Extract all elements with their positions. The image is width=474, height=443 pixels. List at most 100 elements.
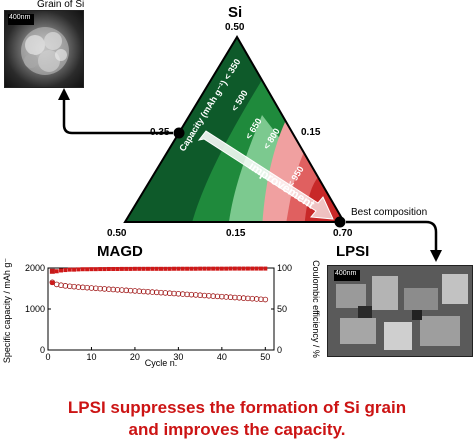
data-point-capacity bbox=[192, 292, 199, 298]
data-point-capacity bbox=[158, 289, 164, 296]
data-point-efficiency bbox=[228, 266, 233, 271]
x-tick-label: 50 bbox=[260, 352, 270, 362]
data-point-efficiency bbox=[154, 266, 159, 271]
data-point-capacity bbox=[249, 295, 256, 302]
data-point-capacity bbox=[127, 287, 134, 294]
data-point-capacity bbox=[145, 288, 151, 295]
data-point-efficiency bbox=[93, 267, 98, 272]
x-tick-label: 30 bbox=[173, 352, 183, 362]
data-point-efficiency bbox=[128, 266, 133, 271]
data-point-capacity bbox=[123, 287, 130, 294]
data-point-capacity bbox=[101, 286, 108, 292]
data-point-capacity bbox=[236, 295, 243, 301]
data-point-capacity bbox=[88, 285, 95, 291]
lpsi-connector bbox=[346, 220, 438, 252]
data-point-capacity bbox=[210, 293, 216, 299]
data-point-capacity bbox=[71, 283, 77, 290]
y-right-tick-label: 50 bbox=[277, 304, 287, 314]
x-tick-label: 40 bbox=[217, 352, 227, 362]
data-point-efficiency bbox=[224, 266, 229, 271]
data-point-capacity bbox=[106, 286, 112, 292]
data-point-efficiency bbox=[137, 266, 142, 271]
tick-right-edge: 0.15 bbox=[301, 127, 321, 138]
data-point-efficiency bbox=[54, 269, 59, 274]
grain-connector bbox=[62, 98, 173, 135]
data-point-efficiency bbox=[50, 280, 55, 285]
data-point-capacity bbox=[262, 296, 269, 303]
data-point-capacity bbox=[149, 289, 156, 295]
data-point-efficiency bbox=[85, 267, 90, 272]
data-point-capacity bbox=[223, 294, 229, 300]
data-point-efficiency bbox=[167, 266, 172, 271]
data-point-efficiency bbox=[180, 266, 185, 271]
data-point-efficiency bbox=[89, 267, 94, 272]
data-point-efficiency bbox=[185, 266, 190, 271]
y-left-tick-label: 2000 bbox=[25, 263, 45, 273]
data-point-efficiency bbox=[119, 266, 124, 271]
data-point-efficiency bbox=[76, 267, 81, 272]
data-point-efficiency bbox=[98, 267, 103, 272]
plot-frame bbox=[47, 267, 275, 351]
data-point-efficiency bbox=[115, 266, 120, 271]
data-point-efficiency bbox=[250, 266, 255, 271]
data-point-capacity bbox=[97, 285, 103, 292]
data-point-efficiency bbox=[215, 266, 220, 271]
data-point-capacity bbox=[227, 294, 234, 301]
data-point-efficiency bbox=[141, 266, 146, 271]
y-axis-left-label: Specific capacity / mAh g⁻¹ bbox=[2, 258, 12, 363]
data-point-efficiency bbox=[241, 266, 246, 271]
data-point-capacity bbox=[197, 292, 203, 299]
data-point-capacity bbox=[258, 296, 264, 303]
y-left-tick-label: 0 bbox=[40, 345, 45, 355]
vertex-lpsi: LPSI bbox=[336, 243, 370, 260]
data-point-capacity bbox=[84, 284, 90, 291]
data-point-capacity bbox=[93, 285, 99, 292]
y-right-tick-label: 100 bbox=[277, 263, 292, 273]
data-point-efficiency bbox=[159, 266, 163, 271]
vertex-si: Si bbox=[228, 4, 243, 21]
lpsi-photo: 400nm bbox=[327, 265, 473, 357]
data-point-capacity bbox=[175, 290, 182, 297]
data-point-first-capacity bbox=[49, 268, 55, 274]
x-axis-label: Cycle n. bbox=[145, 358, 178, 368]
tick-bottom-mid: 0.15 bbox=[226, 228, 246, 239]
data-point-efficiency bbox=[145, 266, 150, 271]
data-point-capacity bbox=[110, 286, 116, 293]
data-point-efficiency bbox=[106, 266, 111, 271]
data-point-capacity bbox=[179, 291, 186, 297]
data-point-capacity bbox=[188, 291, 195, 298]
lpsi-caption: Best composition bbox=[351, 207, 428, 218]
data-point-capacity bbox=[184, 291, 190, 298]
data-point-efficiency bbox=[163, 266, 168, 271]
grain-composition-marker bbox=[173, 127, 185, 139]
data-point-capacity bbox=[171, 290, 177, 297]
data-point-capacity bbox=[79, 284, 86, 291]
data-point-efficiency bbox=[80, 267, 85, 272]
tick-left-edge: 0.35 bbox=[150, 127, 170, 138]
data-point-capacity bbox=[136, 288, 143, 295]
data-point-efficiency bbox=[211, 266, 216, 271]
ternary-diagram: improvement Capacity (mAh g⁻¹) < 350 < 5… bbox=[58, 35, 442, 262]
data-point-efficiency bbox=[124, 266, 129, 271]
tick-bottom-left: 0.50 bbox=[107, 228, 127, 239]
data-point-efficiency bbox=[245, 266, 250, 271]
conclusion-line-2: and improves the capacity. bbox=[128, 420, 346, 439]
data-point-efficiency bbox=[172, 266, 177, 271]
grain-photo: 400nm bbox=[4, 10, 84, 88]
data-point-capacity bbox=[214, 293, 221, 300]
tick-bottom-right: 0.70 bbox=[333, 228, 353, 239]
grain-scale-bar bbox=[8, 14, 34, 25]
data-point-efficiency bbox=[193, 266, 198, 271]
data-point-capacity bbox=[153, 289, 160, 296]
data-point-efficiency bbox=[111, 266, 116, 271]
data-point-capacity bbox=[114, 286, 121, 293]
data-point-efficiency bbox=[176, 266, 181, 271]
grain-texture bbox=[21, 27, 69, 75]
data-point-capacity bbox=[140, 288, 147, 295]
data-point-efficiency bbox=[198, 266, 203, 271]
data-point-capacity bbox=[240, 295, 247, 301]
data-point-efficiency bbox=[237, 266, 242, 271]
data-point-efficiency bbox=[59, 268, 64, 273]
data-point-efficiency bbox=[67, 267, 72, 272]
data-point-efficiency bbox=[202, 266, 207, 271]
